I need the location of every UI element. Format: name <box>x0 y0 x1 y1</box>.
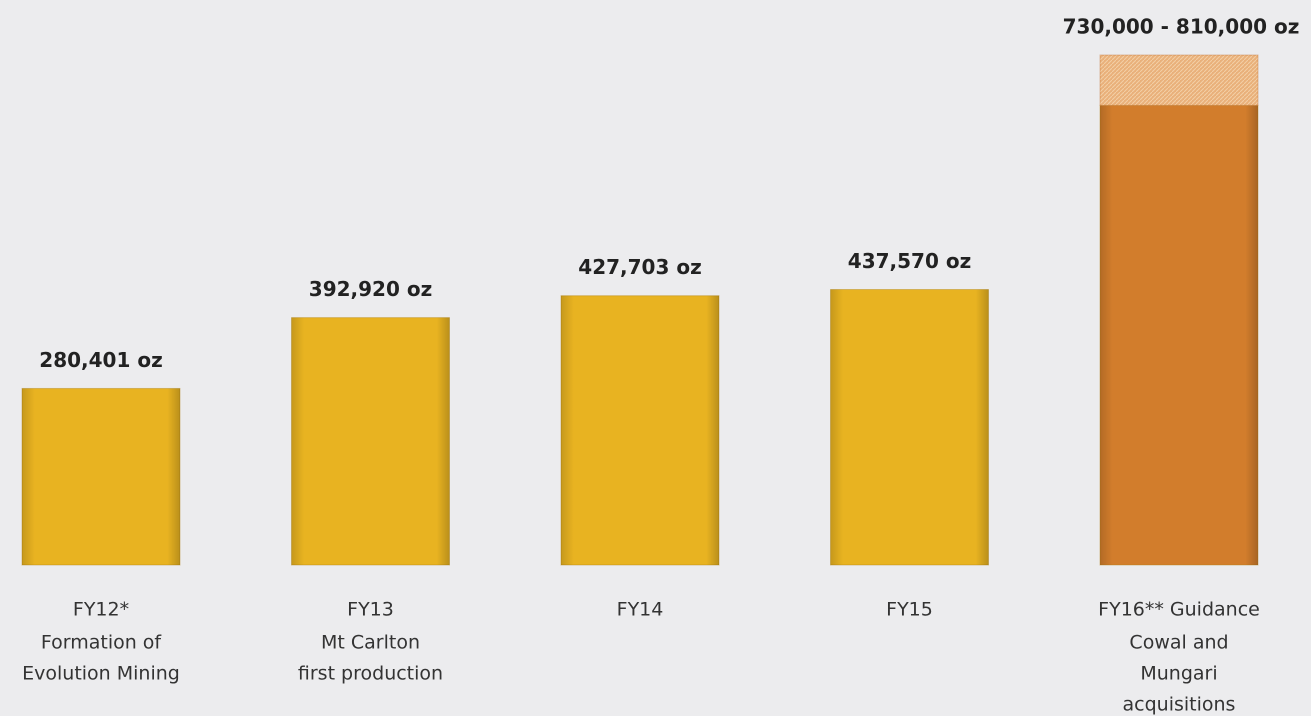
bar-shade <box>561 295 719 565</box>
category-label: FY12* <box>73 599 129 621</box>
bar-shade <box>291 317 450 565</box>
value-label: 280,401 oz <box>39 348 162 372</box>
category-note: Mt Carlton <box>321 632 420 654</box>
bar-shade <box>1100 105 1258 566</box>
category-label: FY13 <box>347 599 394 621</box>
value-label: 730,000 - 810,000 oz <box>1063 15 1300 39</box>
bar-shade <box>830 289 989 565</box>
category-note: Mungari <box>1140 663 1217 685</box>
value-label: 437,570 oz <box>848 249 971 273</box>
category-label: FY15 <box>886 599 933 621</box>
range-bar <box>1099 54 1259 106</box>
value-label: 427,703 oz <box>578 255 701 279</box>
category-note: Formation of <box>41 632 163 654</box>
category-note: Evolution Mining <box>22 663 180 685</box>
category-label: FY16** Guidance <box>1098 599 1260 621</box>
category-note: first production <box>298 663 443 685</box>
category-label: FY14 <box>617 599 664 621</box>
bar-shade <box>22 388 180 565</box>
category-note: Cowal and <box>1129 632 1228 654</box>
category-note: acquisitions <box>1123 694 1236 716</box>
value-label: 392,920 oz <box>309 277 432 301</box>
